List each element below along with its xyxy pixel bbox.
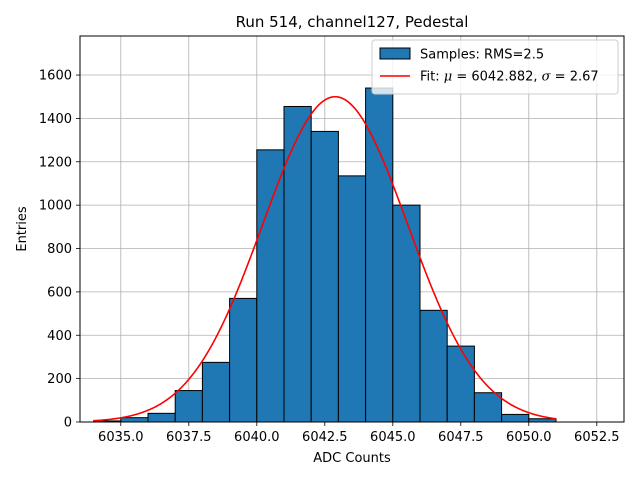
histogram-chart: Run 514, channel127, Pedestal 6035.0 6037… [0,0,640,480]
histogram-bar [474,393,501,422]
histogram-bar [502,414,529,422]
histogram-bar [175,391,202,422]
y-tick-label: 1600 [39,69,72,84]
histogram-bar [311,131,338,422]
legend-mu-symbol: μ [444,70,452,85]
x-axis-title: ADC Counts [313,451,391,466]
histogram-bar [148,413,175,422]
legend-sigma-value: = 2.67 [551,70,599,85]
y-tick-label: 1000 [39,199,72,214]
histogram-bar [121,418,148,422]
histogram-bar [338,176,365,422]
x-tick-label: 6052.5 [574,430,620,445]
y-tick-label: 800 [47,242,72,257]
chart-title: Run 514, channel127, Pedestal [236,13,469,31]
y-axis-title: Entries [15,206,30,252]
histogram-bar [420,310,447,422]
histogram-bar [230,298,257,422]
y-tick-label: 200 [47,372,72,387]
histogram-bar [366,88,393,422]
x-tick-label: 6047.5 [438,430,484,445]
x-tick-label: 6045.0 [370,430,416,445]
y-tick-label: 400 [47,329,72,344]
histogram-bar [393,205,420,422]
y-tick-label: 0 [64,416,72,431]
legend: Samples: RMS=2.5 Fit: μ = 6042.882, σ = … [372,40,618,94]
histogram-bar [202,362,229,422]
histogram-bar [447,346,474,422]
x-tick-label: 6042.5 [302,430,348,445]
legend-mu-value: = 6042.882, [452,70,541,85]
x-tick-label: 6040.0 [234,430,280,445]
histogram-bar [257,150,284,422]
legend-fit-label: Fit: μ = 6042.882, σ = 2.67 [420,70,599,85]
legend-samples-patch [380,48,410,59]
y-tick-label: 600 [47,285,72,300]
x-tick-label: 6035.0 [98,430,144,445]
y-tick-label: 1400 [39,112,72,127]
x-tick-label: 6050.0 [506,430,552,445]
legend-samples-label: Samples: RMS=2.5 [420,48,544,63]
x-tick-label: 6037.5 [166,430,212,445]
y-tick-label: 1200 [39,155,72,170]
histogram-bar [284,106,311,422]
legend-fit-prefix: Fit: [420,70,444,85]
